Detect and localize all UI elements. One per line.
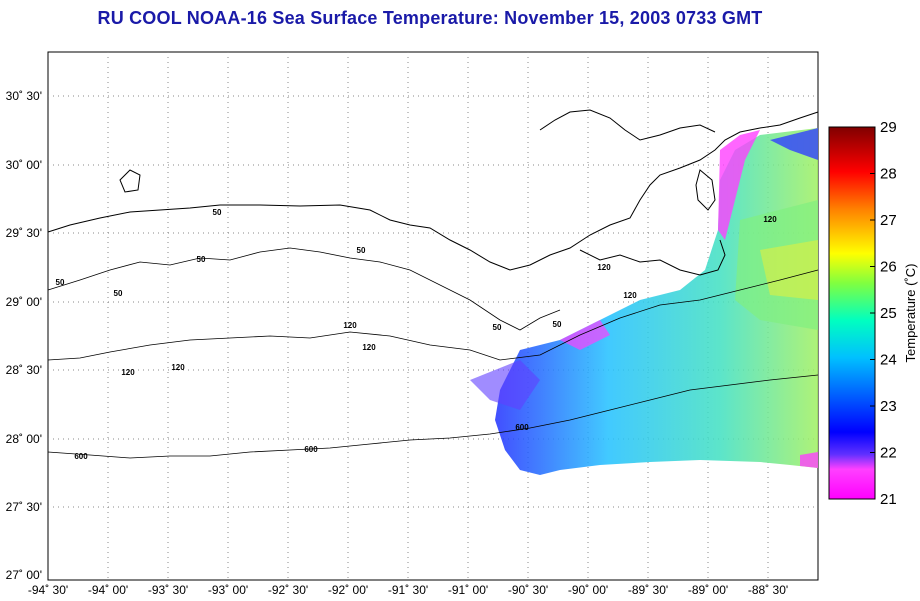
contour-label: 50: [197, 255, 206, 264]
map-title: RU COOL NOAA-16 Sea Surface Temperature:…: [97, 8, 763, 28]
bathymetry-contours: [47, 247, 819, 459]
latitude-label: 27˚ 30': [6, 500, 42, 514]
contour-label: 50: [553, 320, 562, 329]
contour-label: 50: [493, 323, 502, 332]
contour-label: 600: [304, 445, 318, 454]
contour-label: 600: [515, 423, 529, 432]
contour-label: 120: [343, 321, 357, 330]
colorbar-ticks: 29 28 27 26 25 24 23 22 21: [870, 119, 897, 508]
latitude-label: 29˚ 00': [6, 295, 42, 309]
longitude-label: -94˚ 00': [88, 583, 128, 597]
longitude-label: -93˚ 30': [148, 583, 188, 597]
contour-label: 50: [114, 289, 123, 298]
latitude-label: 30˚ 00': [6, 158, 42, 172]
colorbar-label: Temperature (˚C): [903, 264, 918, 363]
longitude-labels: -94˚ 30' -94˚ 00' -93˚ 30' -93˚ 00' -92˚ 30'…: [28, 583, 788, 597]
sst-field: [470, 128, 818, 475]
latitude-label: 30˚ 30': [6, 89, 42, 103]
longitude-label: -88˚ 30': [748, 583, 788, 597]
longitude-label: -91˚ 00': [448, 583, 488, 597]
longitude-label: -90˚ 00': [568, 583, 608, 597]
longitude-label: -89˚ 30': [628, 583, 668, 597]
contour-label: 50: [213, 208, 222, 217]
contour-label: 120: [171, 363, 185, 372]
latitude-labels: 30˚ 30' 30˚ 00' 29˚ 30' 29˚ 00' 28˚ 30' 28˚ 0…: [6, 89, 42, 582]
longitude-label: -90˚ 30': [508, 583, 548, 597]
colorbar-tick-label: 29: [880, 119, 897, 136]
contour-label: 50: [357, 246, 366, 255]
colorbar-tick-label: 26: [880, 259, 897, 276]
latitude-label: 28˚ 00': [6, 432, 42, 446]
contour-label: 120: [763, 215, 777, 224]
colorbar: [828, 126, 876, 500]
longitude-label: -91˚ 30': [388, 583, 428, 597]
colorbar-tick-label: 23: [880, 398, 897, 415]
colorbar-tick-label: 28: [880, 166, 897, 183]
contour-label: 120: [623, 291, 637, 300]
longitude-label: -89˚ 00': [688, 583, 728, 597]
colorbar-tick-label: 27: [880, 212, 897, 229]
contour-label: 50: [56, 278, 65, 287]
longitude-label: -93˚ 00': [208, 583, 248, 597]
coastline: [47, 109, 819, 276]
contour-labels: 50 50 50 50 50 50 50 120 120 120 120 120 120 120 600 60…: [56, 208, 778, 461]
colorbar-tick-label: 24: [880, 352, 897, 369]
latitude-label: 29˚ 30': [6, 226, 42, 240]
contour-label: 600: [74, 452, 88, 461]
colorbar-tick-label: 25: [880, 305, 897, 322]
latitude-label: 28˚ 30': [6, 363, 42, 377]
latitude-label: 27˚ 00': [6, 568, 42, 582]
colorbar-tick-label: 22: [880, 445, 897, 462]
contour-label: 120: [597, 263, 611, 272]
contour-label: 120: [362, 343, 376, 352]
longitude-label: -94˚ 30': [28, 583, 68, 597]
longitude-label: -92˚ 00': [328, 583, 368, 597]
contour-label: 120: [121, 368, 135, 377]
longitude-label: -92˚ 30': [268, 583, 308, 597]
colorbar-tick-label: 21: [880, 491, 897, 508]
